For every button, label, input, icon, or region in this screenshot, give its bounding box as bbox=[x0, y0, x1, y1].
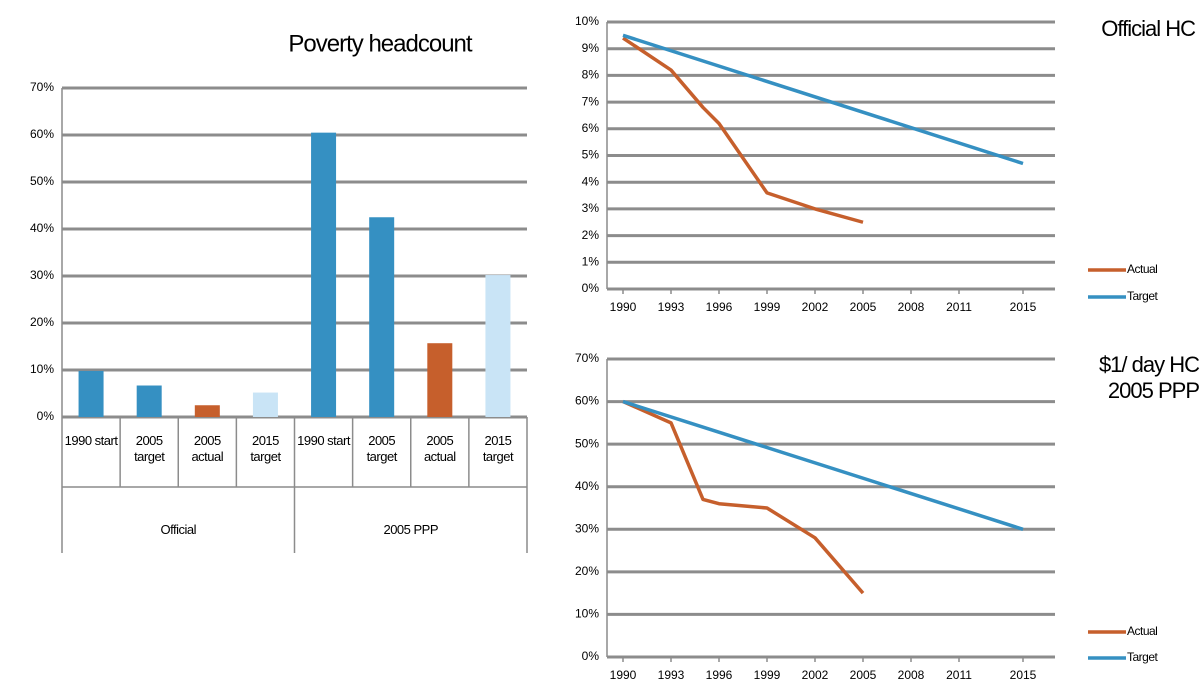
line-series bbox=[622, 33, 1024, 166]
x-tick-label: 2011 bbox=[946, 300, 972, 314]
line-series bbox=[622, 36, 864, 224]
x-tick-label: 2008 bbox=[898, 300, 925, 314]
y-tick-label: 0% bbox=[582, 649, 600, 663]
x-tick-label: 2015 bbox=[1010, 300, 1037, 314]
bar bbox=[136, 385, 162, 417]
y-tick-label: 10% bbox=[575, 607, 599, 621]
legend-label: Target bbox=[1127, 650, 1159, 664]
x-tick-label: 2002 bbox=[802, 300, 829, 314]
y-tick-label: 50% bbox=[575, 436, 599, 450]
bar bbox=[252, 392, 278, 417]
group-label: 2005 PPP bbox=[383, 522, 439, 537]
x-tick-label: 2011 bbox=[946, 668, 972, 682]
x-tick-label: 2002 bbox=[802, 668, 829, 682]
y-tick-label: 50% bbox=[30, 174, 54, 188]
y-tick-label: 6% bbox=[582, 121, 600, 135]
x-tick-label: 1996 bbox=[706, 668, 733, 682]
y-tick-label: 20% bbox=[575, 564, 599, 578]
y-tick-label: 70% bbox=[30, 80, 54, 94]
group-label: Official bbox=[160, 522, 197, 537]
chart-title: Official HC bbox=[1101, 16, 1196, 41]
y-tick-label: 40% bbox=[30, 221, 54, 235]
y-tick-label: 10% bbox=[575, 14, 599, 28]
x-tick-label: 2015 target bbox=[250, 433, 281, 464]
y-tick-label: 3% bbox=[582, 201, 600, 215]
y-tick-label: 1% bbox=[582, 254, 600, 268]
legend-label: Actual bbox=[1127, 624, 1157, 638]
bar bbox=[485, 275, 511, 417]
chart-title: Poverty headcount bbox=[288, 30, 472, 57]
x-tick-label: 1999 bbox=[754, 668, 781, 682]
chart-title: $1/ day HC 2005 PPP bbox=[1098, 352, 1200, 403]
x-tick-label: 1990 start bbox=[64, 433, 118, 448]
bar bbox=[427, 343, 453, 417]
x-tick-label: 1990 bbox=[610, 668, 637, 682]
line-series bbox=[622, 399, 865, 595]
x-tick-label: 2005 bbox=[850, 300, 877, 314]
y-tick-label: 4% bbox=[582, 174, 600, 188]
x-tick-label: 1993 bbox=[658, 668, 685, 682]
y-tick-label: 2% bbox=[582, 228, 600, 242]
y-tick-label: 40% bbox=[575, 479, 599, 493]
y-tick-label: 70% bbox=[575, 351, 599, 365]
bar bbox=[311, 132, 337, 417]
y-tick-label: 8% bbox=[582, 68, 600, 82]
x-tick-label: 2005 bbox=[850, 668, 877, 682]
y-tick-label: 0% bbox=[582, 281, 600, 295]
x-tick-label: 2005 actual bbox=[191, 433, 224, 464]
x-tick-label: 1999 bbox=[754, 300, 781, 314]
x-tick-label: 2008 bbox=[898, 668, 925, 682]
line-series bbox=[622, 399, 1024, 531]
y-tick-label: 0% bbox=[37, 409, 55, 423]
legend-label: Actual bbox=[1127, 262, 1157, 276]
bar bbox=[369, 217, 395, 417]
x-tick-label: 2005 actual bbox=[423, 433, 456, 464]
x-tick-label: 2015 bbox=[1010, 668, 1037, 682]
bar bbox=[194, 405, 220, 417]
x-tick-label: 1993 bbox=[658, 300, 685, 314]
y-tick-label: 30% bbox=[30, 268, 54, 282]
x-tick-label: 1990 start bbox=[297, 433, 350, 448]
bar bbox=[78, 370, 104, 417]
y-tick-label: 10% bbox=[30, 362, 54, 376]
y-tick-label: 60% bbox=[30, 127, 54, 141]
legend-label: Target bbox=[1127, 289, 1159, 303]
y-tick-label: 30% bbox=[575, 521, 599, 535]
y-tick-label: 7% bbox=[582, 94, 600, 108]
x-tick-label: 2015 target bbox=[482, 433, 514, 464]
x-tick-label: 2005 target bbox=[366, 433, 398, 464]
x-tick-label: 1990 bbox=[610, 300, 637, 314]
y-tick-label: 60% bbox=[575, 394, 599, 408]
x-tick-label: 2005 target bbox=[134, 433, 165, 464]
y-tick-label: 5% bbox=[582, 148, 600, 162]
x-tick-label: 1996 bbox=[706, 300, 733, 314]
y-tick-label: 9% bbox=[582, 41, 600, 55]
y-tick-label: 20% bbox=[30, 315, 54, 329]
